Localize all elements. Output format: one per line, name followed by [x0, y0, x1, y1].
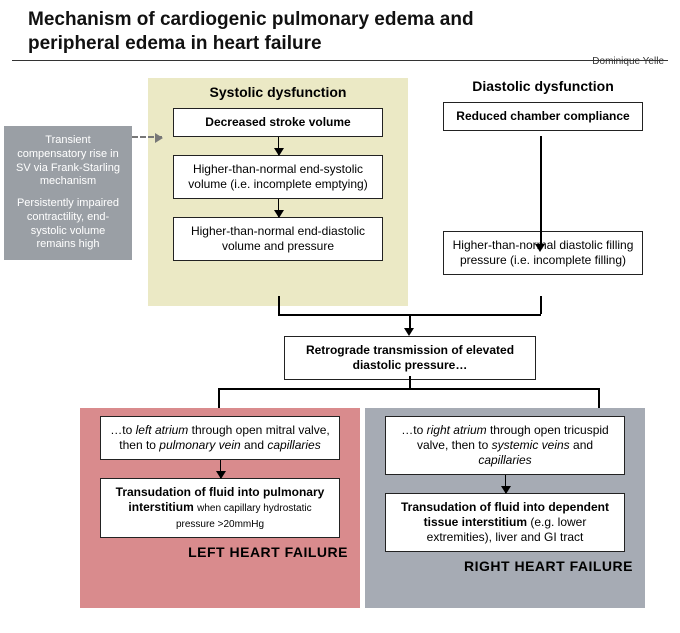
- systolic-box-3: Higher-than-normal end-diastolic volume …: [173, 217, 383, 261]
- title-line-1: Mechanism of cardiogenic pulmonary edema…: [28, 9, 474, 30]
- connector-line: [540, 136, 542, 246]
- side-note-p1: Transient compensatory rise in SV via Fr…: [10, 134, 126, 189]
- author-credit: Dominique Yelle: [592, 56, 664, 67]
- merge-box: Retrograde transmission of elevated dias…: [284, 336, 536, 380]
- arrow-icon: [535, 244, 545, 252]
- diastolic-header: Diastolic dysfunction: [428, 78, 658, 94]
- diastolic-box-2: Higher-than-normal diastolic filling pre…: [443, 231, 643, 275]
- left-heart-failure-panel: …to left atrium through open mitral valv…: [80, 408, 360, 608]
- side-note: Transient compensatory rise in SV via Fr…: [4, 126, 132, 260]
- lhf-box-1: …to left atrium through open mitral valv…: [100, 416, 340, 460]
- right-heart-failure-panel: …to right atrium through open tricuspid …: [365, 408, 645, 608]
- side-note-p2: Persistently impaired contractility, end…: [10, 197, 126, 252]
- connector-line: [598, 388, 600, 410]
- lhf-box-2: Transudation of fluid into pulmonary int…: [100, 478, 340, 538]
- flowchart: Systolic dysfunction Decreased stroke vo…: [0, 78, 680, 633]
- connector-line: [540, 296, 542, 314]
- title-block: Mechanism of cardiogenic pulmonary edema…: [12, 0, 668, 61]
- arrow-icon: [278, 199, 279, 217]
- diastolic-box-1: Reduced chamber compliance: [443, 102, 643, 131]
- arrow-icon: [505, 475, 506, 493]
- connector-line: [409, 376, 411, 388]
- systolic-box-2: Higher-than-normal end-systolic volume (…: [173, 155, 383, 199]
- dashed-arrow-icon: [132, 136, 162, 138]
- systolic-panel: Systolic dysfunction Decreased stroke vo…: [148, 78, 408, 306]
- connector-line: [278, 296, 280, 314]
- lhf-label: LEFT HEART FAILURE: [80, 538, 360, 564]
- arrow-icon: [278, 137, 279, 155]
- page-title: Mechanism of cardiogenic pulmonary edema…: [28, 8, 652, 56]
- connector-line: [218, 388, 220, 410]
- rhf-label: RIGHT HEART FAILURE: [365, 552, 645, 578]
- rhf-box-2: Transudation of fluid into dependent tis…: [385, 493, 625, 552]
- arrow-icon: [404, 328, 414, 336]
- arrow-icon: [220, 460, 221, 478]
- systolic-box-1: Decreased stroke volume: [173, 108, 383, 137]
- systolic-header: Systolic dysfunction: [148, 84, 408, 100]
- title-line-2: peripheral edema in heart failure: [28, 33, 322, 54]
- rhf-box-1: …to right atrium through open tricuspid …: [385, 416, 625, 475]
- connector-line: [218, 388, 598, 390]
